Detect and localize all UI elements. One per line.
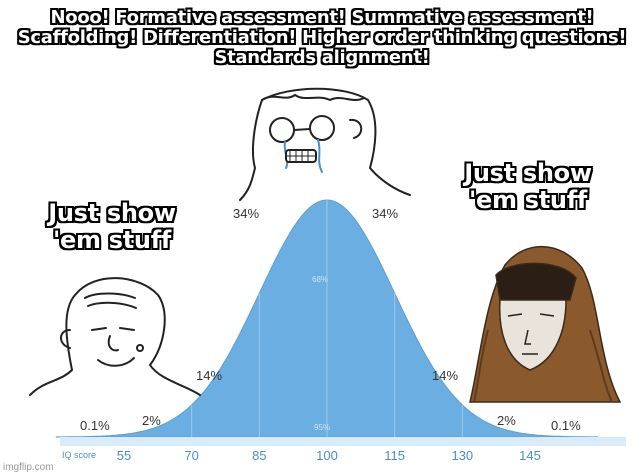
x-tick-label: 115	[384, 448, 405, 463]
pct-left-2: 2%	[142, 413, 161, 428]
x-tick-label: 130	[451, 448, 473, 463]
x-tick-label: 145	[519, 448, 541, 463]
axis-ticks: 55 70 85 100 115 130 145	[117, 448, 541, 463]
pct-right-2: 2%	[497, 413, 516, 428]
top-caption: Nooo! Formative assessment! Summative as…	[17, 7, 627, 69]
sd-dividers	[191, 200, 463, 437]
pct-right-tail: 0.1%	[551, 418, 581, 433]
pct-right-34: 34%	[372, 206, 398, 221]
smiling-wojak-icon	[29, 277, 201, 396]
hooded-monk-icon	[469, 245, 622, 403]
pct-center-68: 68%	[312, 275, 328, 284]
pct-left-14: 14%	[196, 368, 222, 383]
x-tick-label: 85	[252, 448, 266, 463]
pct-center-95: 95%	[314, 423, 330, 432]
watermark: imgflip.com	[3, 462, 54, 473]
axis-label: IQ score	[62, 450, 96, 460]
pct-left-34: 34%	[233, 206, 259, 221]
crying-wojak-icon	[239, 87, 411, 201]
right-caption: Just show 'em stuff	[464, 159, 592, 214]
axis-bar	[60, 437, 626, 446]
pct-left-tail: 0.1%	[80, 418, 110, 433]
x-tick-label: 55	[117, 448, 131, 463]
pct-right-14: 14%	[432, 368, 458, 383]
x-tick-label: 100	[316, 448, 338, 463]
left-caption: Just show 'em stuff	[48, 199, 176, 254]
x-tick-label: 70	[184, 448, 198, 463]
